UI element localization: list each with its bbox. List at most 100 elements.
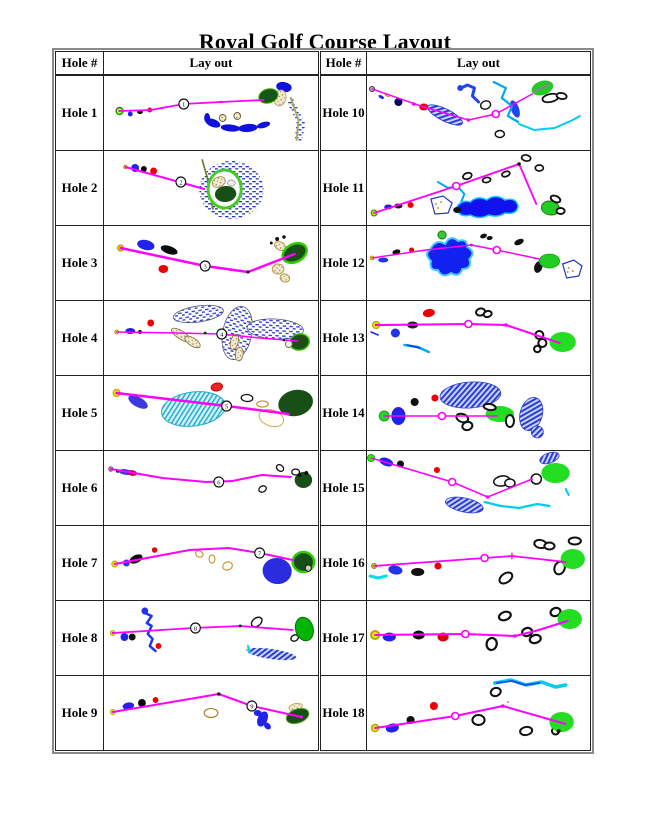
blob-shape <box>203 707 219 719</box>
blob-shape <box>388 565 403 575</box>
blob-shape <box>549 606 562 618</box>
path-line <box>118 99 265 112</box>
hole-diagram <box>370 307 576 354</box>
hole-layout-cell <box>366 150 591 226</box>
hole-diagram <box>370 678 574 737</box>
waypoint-circle-icon <box>491 109 501 119</box>
path-line <box>403 343 431 354</box>
hole-layout-cell <box>366 375 591 451</box>
blob-shape <box>238 123 258 133</box>
blob-shape <box>294 616 314 642</box>
blob-shape <box>253 710 262 716</box>
table-row: Hole 6 6 Hole 15 <box>55 450 591 526</box>
dot-shape <box>218 114 227 122</box>
blob-shape <box>486 235 493 241</box>
blob-shape <box>227 179 236 187</box>
hole-layout-cell <box>366 600 591 676</box>
blob-shape <box>445 496 484 514</box>
path-line <box>533 82 550 94</box>
path-line <box>111 693 303 718</box>
blob-shape <box>485 636 498 652</box>
blob-shape <box>520 154 532 162</box>
waypoint-circle-icon <box>492 245 502 255</box>
hole-diagram: 8 <box>109 607 314 661</box>
area-shape <box>430 195 453 215</box>
path-line <box>374 705 567 729</box>
blob-shape <box>555 92 568 100</box>
hole-layout-cell: 7 <box>103 525 320 601</box>
col-header-hole-left: Hole # <box>55 51 104 76</box>
hole-label: Hole 4 <box>55 300 104 376</box>
dot-shape <box>394 98 403 106</box>
hole-diagram <box>369 230 583 279</box>
area-shape <box>561 259 583 279</box>
dot-shape <box>233 112 242 120</box>
blob-shape <box>481 176 492 184</box>
path-line <box>518 115 581 131</box>
hole-number-marker: 4 <box>216 328 228 340</box>
blob-shape <box>125 328 136 334</box>
blob-shape <box>497 610 512 622</box>
dot-shape <box>284 340 293 348</box>
blob-shape <box>276 81 292 93</box>
dot-shape <box>246 270 250 274</box>
dot-shape <box>304 471 309 475</box>
dot-shape <box>120 633 129 641</box>
dot-shape <box>161 106 164 110</box>
hole-diagram: 4 <box>114 304 310 362</box>
dot-shape <box>238 624 242 628</box>
hole-layout-cell <box>366 225 591 301</box>
dot-shape <box>513 634 517 638</box>
dot-shape <box>466 118 471 122</box>
dot-shape <box>485 495 490 499</box>
blob-shape <box>184 335 201 349</box>
hole-label: Hole 7 <box>55 525 104 601</box>
hole-layout-cell: 3 <box>103 225 320 301</box>
blob-shape <box>122 702 135 710</box>
hole-label: Hole 16 <box>318 525 367 601</box>
waypoint-circle-icon <box>451 181 461 191</box>
blob-shape <box>482 309 493 319</box>
blob-shape <box>210 382 224 392</box>
blob-shape <box>161 391 226 427</box>
dot-shape <box>504 323 508 327</box>
path-line <box>373 555 567 567</box>
hole-diagram: 6 <box>108 463 313 493</box>
blob-shape <box>461 420 474 432</box>
header-row: Hole # Lay out Hole # Lay out <box>55 51 591 76</box>
dot-shape <box>151 547 158 553</box>
blob-shape <box>504 478 516 488</box>
blob-shape <box>262 557 292 585</box>
dot-shape <box>275 237 280 241</box>
blob-shape <box>480 233 487 239</box>
dot-shape <box>439 201 443 203</box>
blob-shape <box>256 400 270 408</box>
hole-number-marker: 3 <box>199 260 211 272</box>
area-shape <box>286 96 306 142</box>
table-row: Hole 5 5 Hole 14 <box>55 375 591 451</box>
hole-number-marker: 1 <box>178 98 190 110</box>
blob-shape <box>471 714 486 726</box>
hole-layout-cell <box>366 675 591 751</box>
table-row: Hole 3 3 Hole 12 <box>55 225 591 301</box>
hole-diagram: 3 <box>117 235 308 283</box>
hole-number-marker: 7 <box>254 547 266 559</box>
table-row: Hole 1 1 Hole 10 <box>55 74 591 151</box>
dot-shape <box>436 207 439 209</box>
hole-diagram <box>370 606 582 652</box>
blob-shape <box>229 333 240 351</box>
blob-shape <box>541 463 570 483</box>
dot-shape <box>510 554 514 558</box>
hole-label: Hole 10 <box>318 74 367 151</box>
hole-diagram: 7 <box>111 547 316 585</box>
blob-shape <box>519 396 544 432</box>
hole-label: Hole 14 <box>318 375 367 451</box>
blob-shape <box>211 176 226 188</box>
table-row: Hole 2 2 Hole 11 <box>55 150 591 226</box>
hole-label: Hole 18 <box>318 675 367 751</box>
hole-layout-cell <box>366 74 591 151</box>
blob-shape <box>560 549 585 569</box>
path-line <box>375 323 561 344</box>
dot-shape <box>150 167 158 175</box>
